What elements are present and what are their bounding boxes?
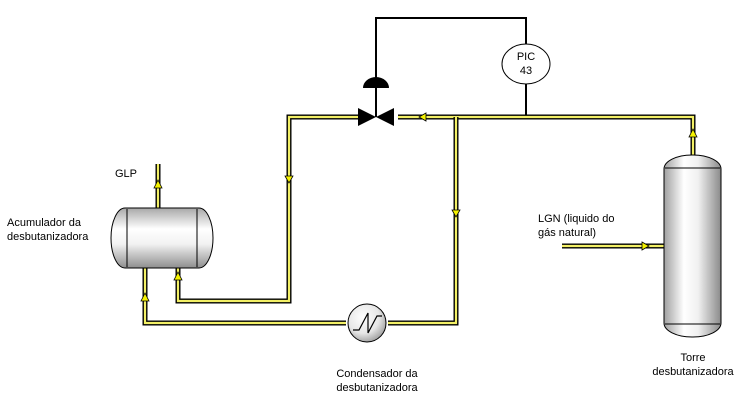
pressure-controller-pic-43[interactable]: PIC 43 [501,43,551,85]
flow-arrow-down [451,209,461,218]
pipe-condenser-to-accumulator [142,268,346,326]
lgn-label-line1: LGN (liquido do [538,213,614,225]
pipe-valve-to-accumulator [175,114,358,304]
condenser-label-line2: desbutanizadora [336,382,418,394]
tower-label-line1: Torre [680,352,705,364]
controller-tag-line2: 43 [520,65,532,77]
accumulator-label-line1: Acumulador da [7,217,82,229]
condenser-label-line1: Condensador da [336,368,418,380]
tower-label-line2: desbutanizadora [652,366,734,378]
controller-tag-line1: PIC [517,51,535,63]
accumulator-label-line2: desbutanizadora [7,231,89,243]
flow-arrow-right [641,241,650,251]
flow-arrow-down [284,175,294,184]
control-signal-line [375,17,527,116]
flow-arrow-up [140,292,150,302]
flow-arrow-left [418,112,427,122]
control-valve[interactable] [358,77,394,126]
glp-label: GLP [115,168,137,180]
flow-arrow-up [173,271,183,281]
lgn-label-line2: gás natural) [538,227,596,239]
pipe-tower-overhead [398,114,696,155]
debutanizer-tower[interactable] [663,154,722,338]
pipe-condenser-branch [388,117,459,326]
accumulator-drum[interactable] [110,207,214,269]
condenser-heat-exchanger[interactable] [347,303,387,343]
flow-arrow-up [153,179,163,189]
flow-arrow-up [688,128,698,138]
